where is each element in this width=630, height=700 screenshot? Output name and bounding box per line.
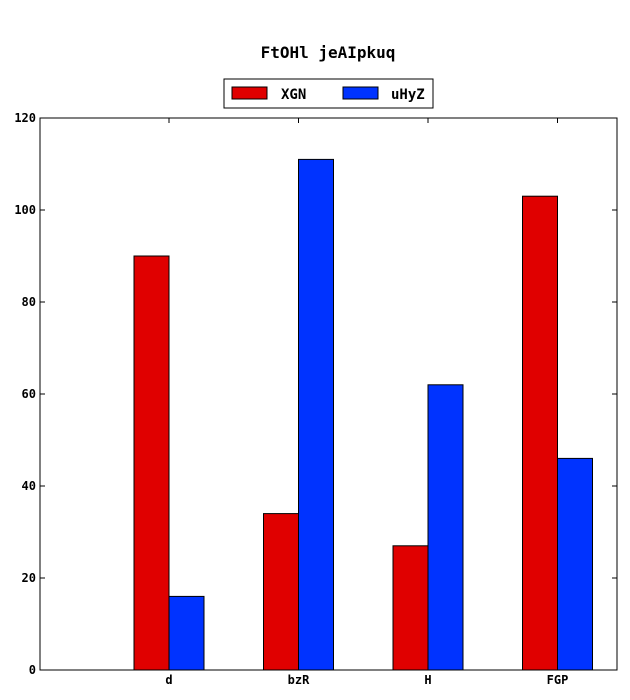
legend: XGN uHyZ [223,78,434,109]
bar-uhyz-fgp [557,457,593,671]
bar-xgn-d [133,255,170,671]
y-tick-label-80: 80 [22,295,36,309]
bar-xgn-fgp [522,195,558,671]
bar-xgn-bzr [263,513,299,671]
x-tick-label-fgp: FGP [547,673,569,687]
x-tick-labels: d bzR H FGP [165,673,568,687]
legend-swatch-xgn [231,86,268,100]
y-tick-label-60: 60 [22,387,36,401]
y-tick-label-120: 120 [14,111,36,125]
legend-swatch-uhyz [342,86,379,100]
x-tick-label-d: d [165,673,172,687]
chart-title: FtOHl jeAIpkuq [261,43,396,62]
legend-label-uhyz: uHyZ [391,87,425,103]
y-tick-labels: 0 20 40 60 80 100 120 [14,111,36,677]
legend-label-xgn: XGN [281,87,306,103]
plot-frame [39,117,618,671]
x-tick-label-h: H [424,673,431,687]
y-tick-label-20: 20 [22,571,36,585]
bars [133,158,593,671]
bar-uhyz-d [168,595,205,671]
y-tick-label-100: 100 [14,203,36,217]
x-tick-label-bzr: bzR [288,673,310,687]
y-tick-label-0: 0 [29,663,36,677]
y-tick-label-40: 40 [22,479,36,493]
bar-uhyz-h [427,384,464,671]
bar-uhyz-bzr [298,158,334,671]
bar-xgn-h [392,545,429,671]
